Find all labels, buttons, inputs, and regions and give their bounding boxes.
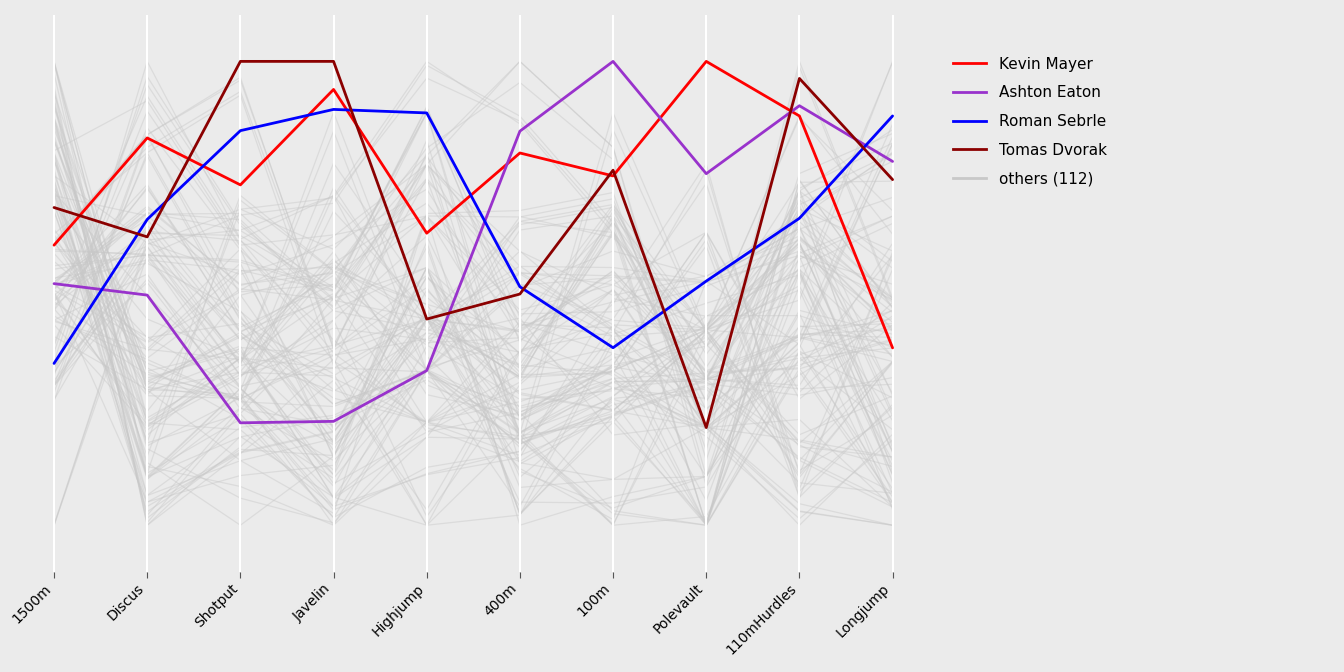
- Legend: Kevin Mayer, Ashton Eaton, Roman Sebrle, Tomas Dvorak, others (112): Kevin Mayer, Ashton Eaton, Roman Sebrle,…: [946, 50, 1113, 193]
